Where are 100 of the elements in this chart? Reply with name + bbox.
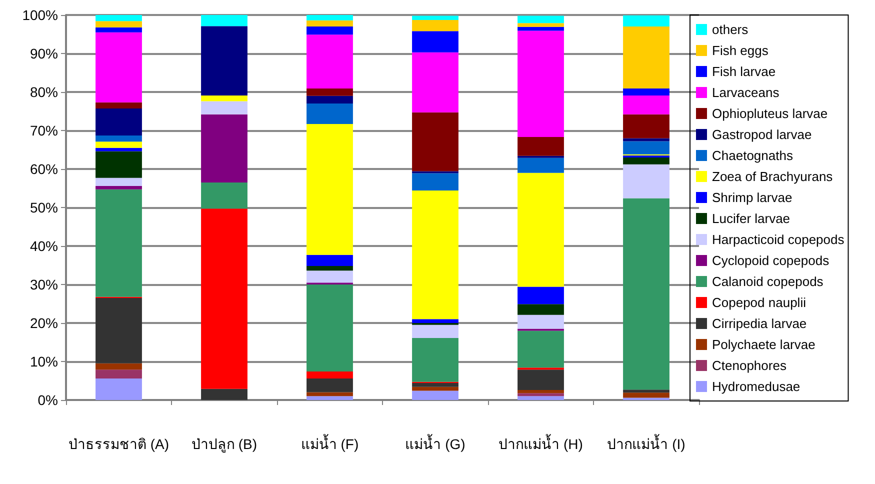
legend-label: Polychaete larvae xyxy=(712,337,816,352)
legend-label: Fish larvae xyxy=(712,64,776,79)
bar xyxy=(412,338,458,382)
bar xyxy=(201,114,248,182)
bar xyxy=(96,363,142,370)
bar xyxy=(412,386,458,391)
bar xyxy=(518,23,564,27)
y-tick-label: 100% xyxy=(22,7,58,23)
y-tick-label: 60% xyxy=(30,161,58,177)
bar xyxy=(306,26,353,35)
bar xyxy=(201,101,248,114)
x-tick-label: ปากแม่น้ำ (H) xyxy=(498,434,583,452)
bar xyxy=(518,172,564,287)
bar xyxy=(96,151,142,178)
bar xyxy=(306,266,353,271)
bar xyxy=(306,254,353,266)
bar xyxy=(518,304,564,315)
bar xyxy=(96,378,142,400)
bar xyxy=(96,27,142,32)
bar xyxy=(518,16,564,24)
y-tick-label: 40% xyxy=(30,238,58,254)
legend-label: Gastropod larvae xyxy=(712,127,812,142)
bar xyxy=(96,102,142,109)
y-tick-label: 90% xyxy=(30,46,58,62)
legend-label: Copepod nauplii xyxy=(712,295,806,310)
bar xyxy=(623,390,670,393)
bar xyxy=(412,390,458,400)
legend-label: Chaetognaths xyxy=(712,148,794,163)
legend-label: Ctenophores xyxy=(712,358,787,373)
bar xyxy=(96,148,142,152)
bar xyxy=(518,286,564,304)
bar xyxy=(623,15,670,27)
legend-label: Cyclopoid copepods xyxy=(712,253,830,268)
bar xyxy=(96,21,142,28)
bar xyxy=(306,15,353,20)
bar xyxy=(623,88,670,96)
bar xyxy=(306,372,353,378)
bar xyxy=(518,30,564,138)
bar xyxy=(518,314,564,329)
bar xyxy=(96,142,142,148)
bar xyxy=(518,158,564,173)
legend-label: others xyxy=(712,22,749,37)
bar xyxy=(412,190,458,320)
y-tick-label: 80% xyxy=(30,84,58,100)
x-tick-label: ปากแม่น้ำ (I) xyxy=(607,434,686,452)
y-tick-label: 0% xyxy=(38,392,58,408)
legend-label: Zoea of Brachyurans xyxy=(712,169,834,184)
bar xyxy=(201,208,248,389)
y-tick-label: 30% xyxy=(30,276,58,292)
bar xyxy=(623,164,670,198)
bar xyxy=(623,141,670,154)
bar xyxy=(412,112,458,172)
x-tick-label: ป่าธรรมชาติ (A) xyxy=(68,436,170,452)
x-tick-label: แม่น้ำ (F) xyxy=(300,434,359,452)
bar xyxy=(518,396,564,400)
bar xyxy=(96,186,142,190)
bar xyxy=(201,95,248,102)
bar xyxy=(623,392,670,398)
legend-label: Ophiopluteus larvae xyxy=(712,106,828,121)
legend-label: Lucifer larvae xyxy=(712,211,790,226)
bar xyxy=(518,330,564,368)
bar xyxy=(306,396,353,400)
bar xyxy=(96,15,142,22)
bar xyxy=(412,383,458,387)
bar xyxy=(306,104,353,124)
legend-label: Shrimp larvae xyxy=(712,190,792,205)
bar xyxy=(623,114,670,138)
bar xyxy=(412,319,458,323)
bar xyxy=(96,136,142,142)
bar xyxy=(306,378,353,392)
bar xyxy=(518,137,564,156)
bar xyxy=(306,20,353,27)
bar xyxy=(96,370,142,378)
bar xyxy=(518,393,564,396)
bar xyxy=(306,34,353,89)
legend-label: Cirripedia larvae xyxy=(712,316,807,331)
x-tick-label: แม่น้ำ (G) xyxy=(405,434,466,452)
bar xyxy=(96,32,142,102)
bar xyxy=(518,390,564,394)
legend-label: Hydromedusae xyxy=(712,379,800,394)
bar xyxy=(518,370,564,390)
y-tick-label: 20% xyxy=(30,315,58,331)
bar xyxy=(518,26,564,31)
bar xyxy=(201,15,248,26)
bar xyxy=(623,95,670,114)
bar xyxy=(306,88,353,96)
y-tick-label: 70% xyxy=(30,122,58,138)
bar xyxy=(201,388,248,400)
bar xyxy=(412,31,458,52)
legend-label: Calanoid copepods xyxy=(712,274,824,289)
bar xyxy=(412,324,458,338)
bar xyxy=(306,284,353,372)
bar xyxy=(201,182,248,209)
bar xyxy=(412,173,458,191)
bar xyxy=(623,26,670,89)
bar xyxy=(306,270,353,283)
bar xyxy=(412,20,458,32)
y-tick-label: 10% xyxy=(30,354,58,370)
legend-label: Fish eggs xyxy=(712,43,769,58)
legend-label: Larvaceans xyxy=(712,85,780,100)
